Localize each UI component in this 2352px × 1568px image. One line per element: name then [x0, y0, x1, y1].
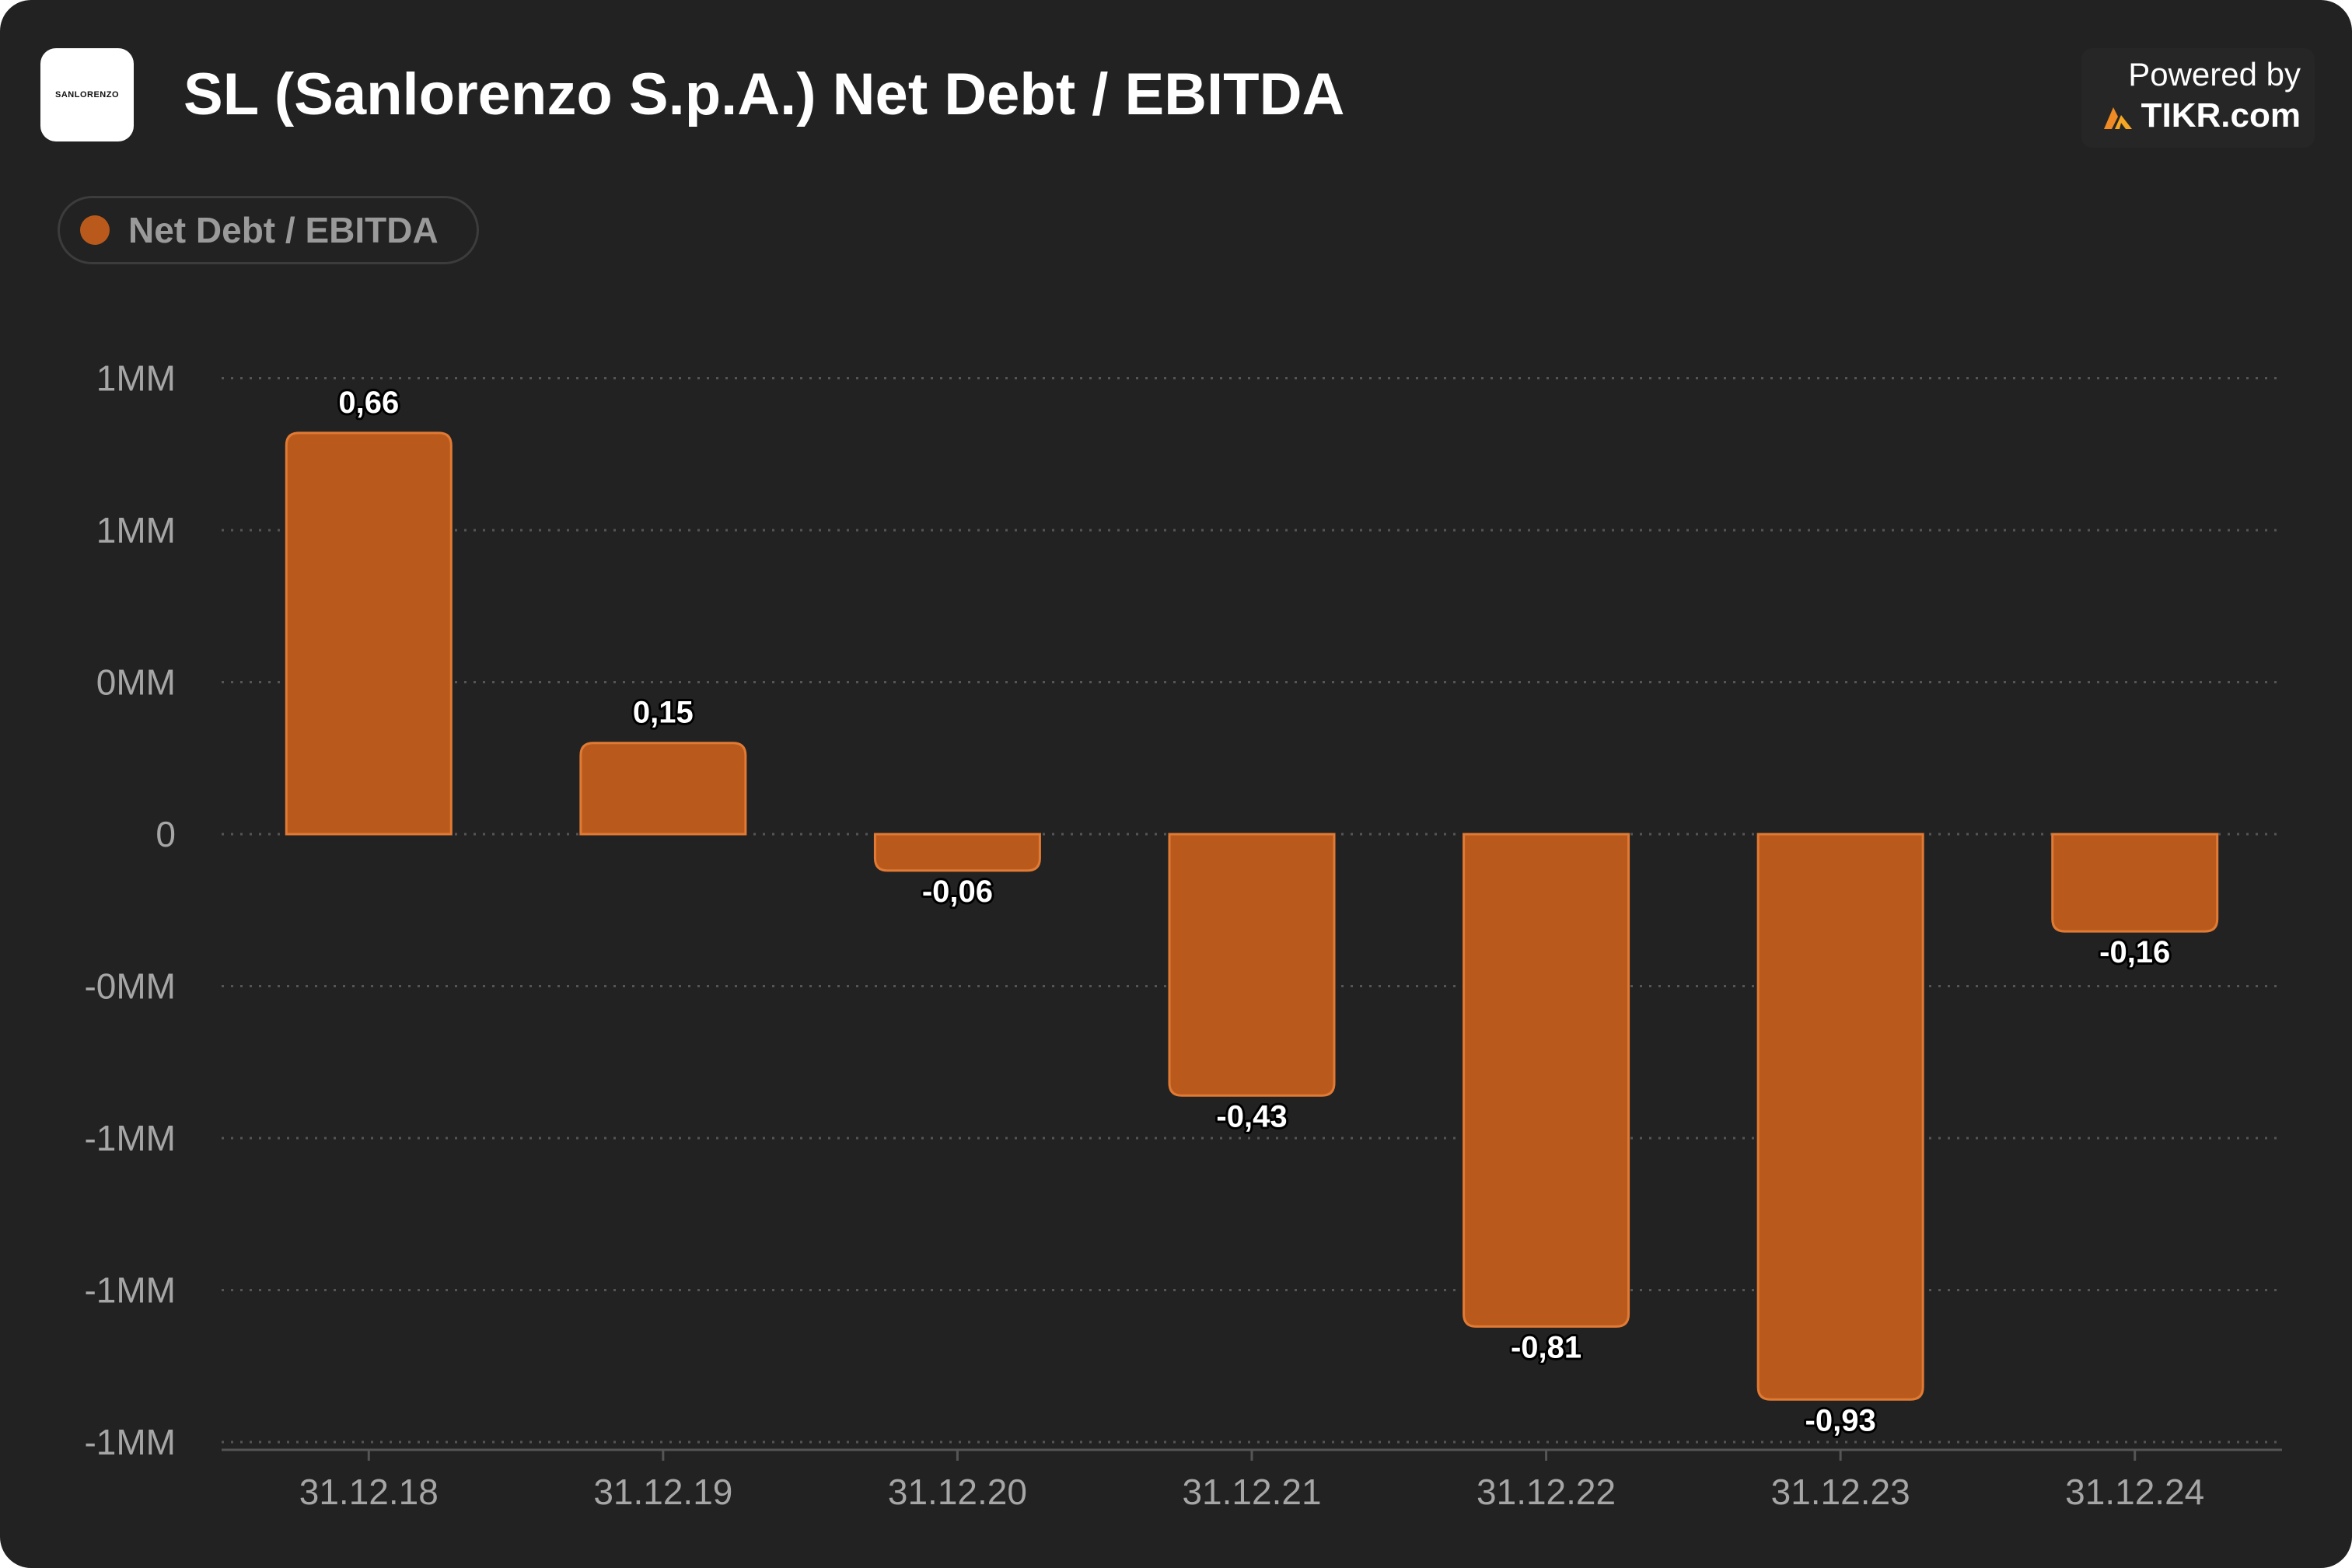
y-tick-label: 0	[156, 814, 176, 854]
y-tick-label: -1MM	[84, 1270, 176, 1311]
data-label: -0,43	[1216, 1099, 1287, 1133]
x-tick-label: 31.12.18	[299, 1472, 439, 1512]
y-axis: 1MM 1MM 0MM 0 -0MM -1MM -1MM -1MM	[84, 358, 176, 1463]
y-tick-label: -1MM	[84, 1118, 176, 1158]
company-logo: SANLORENZO	[40, 48, 134, 141]
powered-by-badge[interactable]: Powered by TIKR.com	[2081, 48, 2315, 148]
y-tick-label: 1MM	[96, 510, 176, 550]
tikr-brand-text: TIKR.com	[2141, 96, 2301, 134]
bar-31.12.23[interactable]	[1756, 833, 1924, 1401]
data-label: -0,06	[922, 875, 993, 909]
data-label: -0,16	[2099, 935, 2170, 969]
tikr-brand: TIKR.com	[2102, 96, 2301, 135]
data-label: -0,93	[1805, 1403, 1876, 1437]
legend-label: Net Debt / EBITDA	[128, 210, 439, 250]
y-tick-label: -1MM	[84, 1422, 176, 1462]
chart-title: SL (Sanlorenzo S.p.A.) Net Debt / EBITDA	[183, 61, 1345, 127]
legend-item[interactable]: Net Debt / EBITDA	[58, 196, 479, 264]
bar-31.12.21[interactable]	[1168, 833, 1336, 1097]
legend-swatch	[80, 215, 110, 245]
powered-by-label: Powered by	[2128, 56, 2301, 93]
data-label: 0,15	[633, 696, 694, 730]
grid-layer	[222, 377, 2282, 1444]
bar-31.12.24[interactable]	[2051, 833, 2219, 933]
x-tick-label: 31.12.21	[1182, 1472, 1321, 1512]
x-tick-label: 31.12.24	[2065, 1472, 2204, 1512]
bar-31.12.18[interactable]	[285, 431, 453, 836]
data-labels: 0,66 0,15 -0,06 -0,43 -0,81 -0,93 -0,16	[336, 383, 2172, 1440]
y-tick-label: 1MM	[96, 358, 176, 399]
x-tick-label: 31.12.20	[888, 1472, 1027, 1512]
x-tick-label: 31.12.22	[1477, 1472, 1616, 1512]
bar-31.12.20[interactable]	[873, 833, 1041, 872]
bar-31.12.19[interactable]	[579, 742, 747, 836]
bar-31.12.22[interactable]	[1463, 833, 1630, 1328]
data-label: 0,66	[338, 386, 399, 420]
bars	[285, 431, 2219, 1401]
tikr-logo-icon	[2103, 107, 2132, 129]
y-tick-label: 0MM	[96, 662, 176, 703]
x-tick-label: 31.12.19	[593, 1472, 732, 1512]
x-axis: 31.12.18 31.12.19 31.12.20 31.12.21 31.12.22…	[222, 1448, 2282, 1512]
data-label: -0,81	[1511, 1330, 1581, 1364]
y-tick-label: -0MM	[84, 966, 176, 1007]
company-logo-text: SANLORENZO	[55, 90, 119, 100]
x-tick-label: 31.12.23	[1771, 1472, 1910, 1512]
